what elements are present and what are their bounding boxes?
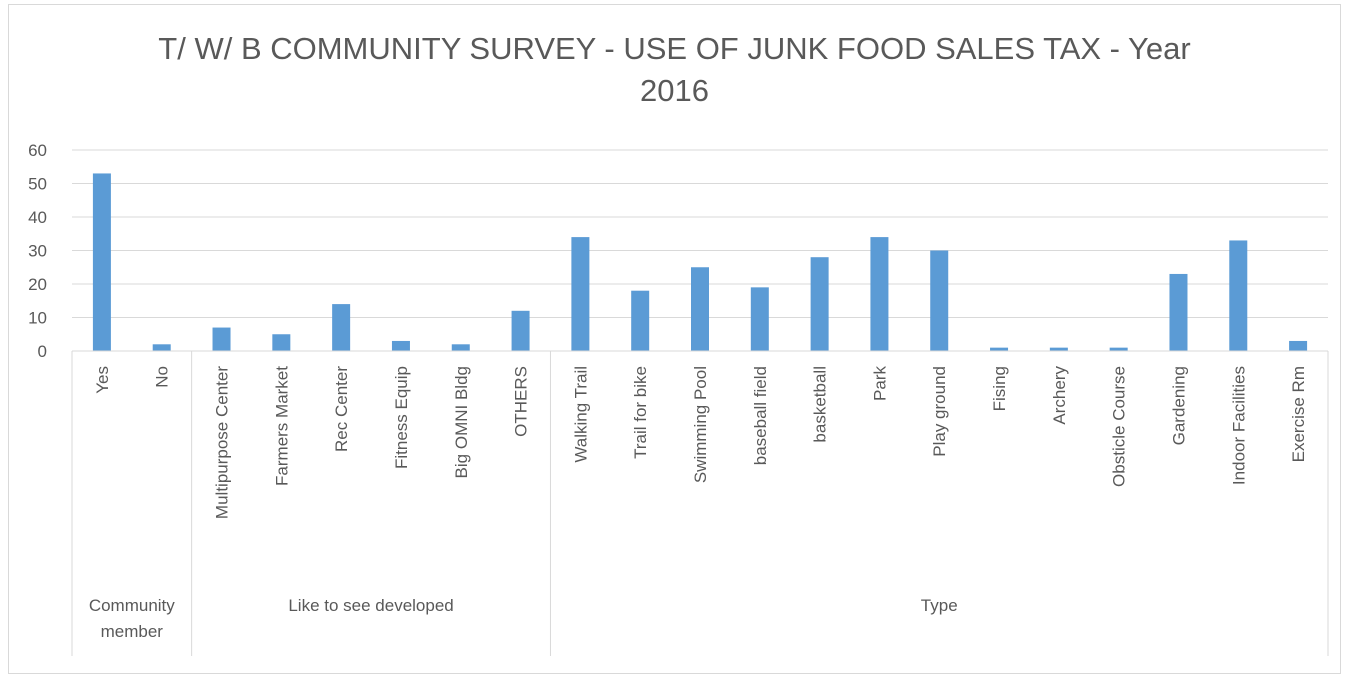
x-tick-label: Big OMNI Bldg <box>452 366 471 478</box>
bar <box>691 267 709 351</box>
x-tick-label: baseball field <box>751 366 770 465</box>
bar <box>631 290 650 351</box>
x-tick-label: Fising <box>990 366 1009 411</box>
bar <box>332 304 351 351</box>
x-tick-label: Trail for bike <box>631 366 650 459</box>
x-tick-label: Obsticle Course <box>1110 366 1129 487</box>
y-tick-label: 60 <box>28 141 47 160</box>
x-tick-label: Swimming Pool <box>691 366 710 483</box>
bar <box>810 257 829 351</box>
bar <box>1229 240 1248 351</box>
bar <box>750 287 769 351</box>
chart-title: T/ W/ B COMMUNITY SURVEY - USE OF JUNK F… <box>0 28 1349 112</box>
bar <box>1289 340 1308 351</box>
bar <box>930 250 949 351</box>
x-tick-label: Play ground <box>930 366 949 457</box>
y-tick-label: 50 <box>28 175 47 194</box>
y-tick-label: 20 <box>28 275 47 294</box>
group-label: member <box>101 622 164 641</box>
x-tick-label: OTHERS <box>512 366 531 437</box>
bar <box>391 340 410 351</box>
chart-title-line-1: T/ W/ B COMMUNITY SURVEY - USE OF JUNK F… <box>158 31 1191 66</box>
x-tick-label: Exercise Rm <box>1289 366 1308 462</box>
x-tick-label: Park <box>870 366 889 401</box>
bar <box>212 327 231 351</box>
x-tick-label: Farmers Market <box>272 366 291 486</box>
y-tick-label: 30 <box>28 242 47 261</box>
bar <box>1049 347 1068 351</box>
bar <box>571 237 590 351</box>
bar <box>152 344 171 351</box>
bar <box>272 334 291 351</box>
bar <box>451 344 470 351</box>
bar <box>870 237 889 351</box>
x-tick-label: basketball <box>811 366 830 443</box>
y-tick-label: 40 <box>28 208 47 227</box>
y-tick-label: 0 <box>38 342 47 361</box>
x-tick-label: Walking Trail <box>571 366 590 463</box>
x-tick-label: Yes <box>93 366 112 394</box>
group-label: Community <box>89 596 175 615</box>
bar <box>1169 273 1188 351</box>
group-label: Like to see developed <box>288 596 453 615</box>
x-tick-label: Gardening <box>1169 366 1188 445</box>
x-tick-label: Archery <box>1050 366 1069 425</box>
x-tick-label: Multipurpose Center <box>213 366 232 519</box>
y-tick-label: 10 <box>28 309 47 328</box>
bar <box>92 173 111 351</box>
x-tick-label: Indoor Facilities <box>1229 366 1248 485</box>
bar <box>511 310 530 351</box>
bar-chart: 0 10 20 30 40 50 60 Yes No Multipurpose Center Far… <box>28 141 1329 656</box>
chart-title-line-2: 2016 <box>640 73 709 108</box>
x-tick-label: No <box>153 366 172 388</box>
bar <box>990 347 1009 351</box>
bar <box>1109 347 1128 351</box>
x-tick-label: Rec Center <box>332 366 351 452</box>
group-label: Type <box>921 596 958 615</box>
x-tick-label: Fitness Equip <box>392 366 411 469</box>
